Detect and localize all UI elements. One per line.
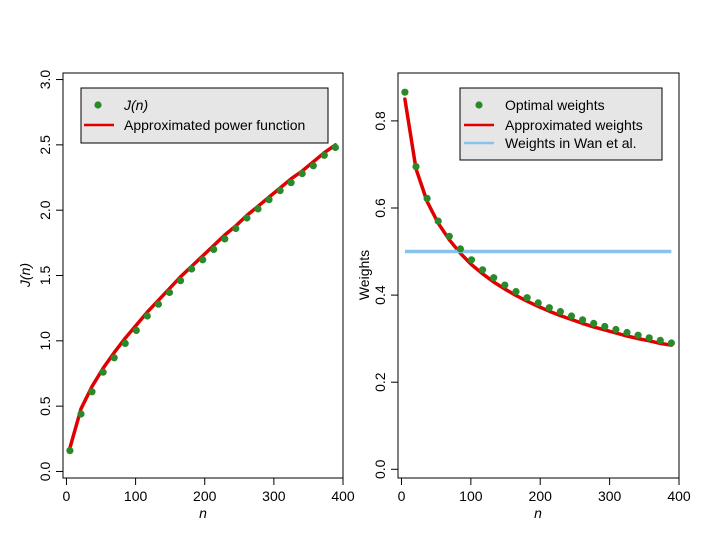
right-data-point xyxy=(423,194,431,202)
right-data-point xyxy=(456,245,464,253)
left-data-point xyxy=(210,245,218,253)
right-data-point xyxy=(467,256,476,264)
right-legend-point-icon xyxy=(475,101,483,109)
right-data-point xyxy=(601,322,609,331)
left-data-point xyxy=(132,326,140,334)
left-data-point xyxy=(165,288,174,297)
right-data-point xyxy=(645,334,653,342)
left-plot-marks xyxy=(66,143,339,455)
left-data-point xyxy=(331,143,339,152)
right-y-tick-label: 0.4 xyxy=(372,285,388,305)
left-y-tick-label: 2.0 xyxy=(37,200,53,220)
left-x-axis-label: n xyxy=(199,505,207,521)
right-legend-label-points: Optimal weights xyxy=(505,97,605,113)
left-y-tick-label: 2.5 xyxy=(37,135,53,155)
right-data-point xyxy=(656,336,664,344)
right-y-tick-label: 0.2 xyxy=(372,372,388,392)
left-data-point xyxy=(287,179,295,187)
right-x-tick-label: 100 xyxy=(459,488,483,504)
right-data-point xyxy=(445,232,453,240)
right-y-axis: 0.0 0.2 0.4 0.6 0.8 xyxy=(372,111,399,479)
right-data-point xyxy=(523,294,531,302)
right-data-point xyxy=(490,274,498,282)
right-y-tick-label: 0.0 xyxy=(372,459,388,479)
left-x-tick-label: 200 xyxy=(193,488,217,504)
left-x-tick-label: 0 xyxy=(63,488,71,504)
left-data-point xyxy=(110,354,118,362)
right-data-point xyxy=(512,288,520,296)
left-data-point xyxy=(276,187,284,195)
right-data-point xyxy=(556,308,565,316)
left-y-axis: 0.0 0.5 1.0 1.5 2.0 2.5 3.0 xyxy=(37,70,64,482)
right-x-tick-label: 300 xyxy=(598,488,622,504)
left-data-point xyxy=(154,300,162,308)
left-y-tick-label: 0.5 xyxy=(37,396,53,416)
left-data-point xyxy=(66,447,74,455)
left-y-tick-label: 1.5 xyxy=(37,266,53,286)
right-chart: 0 100 200 300 400 0.0 0.2 0.4 0.6 0.8 n Weights … xyxy=(356,72,691,521)
right-x-axis-label: n xyxy=(534,505,542,521)
left-data-point xyxy=(77,410,85,418)
left-data-point xyxy=(320,151,328,159)
left-data-point xyxy=(232,224,240,233)
right-legend-label-line: Approximated weights xyxy=(505,117,643,133)
left-legend: J(n) Approximated power function xyxy=(80,87,329,144)
right-data-point xyxy=(612,325,620,334)
right-x-tick-label: 0 xyxy=(398,488,406,504)
left-data-point xyxy=(254,205,262,213)
right-y-tick-label: 0.6 xyxy=(372,198,388,218)
right-x-tick-label: 200 xyxy=(529,488,553,504)
left-data-point xyxy=(221,235,229,243)
right-legend: Optimal weights Approximated weights Wei… xyxy=(459,87,663,161)
right-data-point xyxy=(634,331,642,339)
left-data-point xyxy=(199,256,207,264)
left-legend-box xyxy=(80,87,329,144)
right-data-point xyxy=(623,328,631,337)
left-approx-line xyxy=(68,143,338,450)
left-y-tick-label: 1.0 xyxy=(37,331,53,351)
left-data-point xyxy=(309,162,317,170)
right-data-point xyxy=(479,266,487,274)
right-data-point xyxy=(412,163,420,171)
left-x-axis: 0 100 200 300 400 xyxy=(63,477,355,504)
left-data-point xyxy=(243,214,251,222)
left-data-point xyxy=(176,277,185,285)
right-data-point xyxy=(401,88,409,96)
left-chart: 0 100 200 300 400 0.0 0.5 1.0 1.5 2.0 2.5 3.0 n J(… xyxy=(17,70,355,521)
right-data-point xyxy=(567,312,576,320)
left-data-point xyxy=(143,312,151,320)
left-x-tick-label: 100 xyxy=(124,488,148,504)
left-x-tick-label: 400 xyxy=(331,488,355,504)
left-x-tick-label: 300 xyxy=(262,488,286,504)
left-data-point xyxy=(265,196,273,204)
right-data-point xyxy=(667,339,676,347)
right-data-point xyxy=(501,281,509,289)
right-data-point xyxy=(579,316,587,324)
right-data-point xyxy=(534,299,542,307)
left-data-point xyxy=(298,170,306,178)
left-legend-label-points: J(n) xyxy=(123,97,148,113)
right-legend-label-wan: Weights in Wan et al. xyxy=(505,135,637,151)
left-legend-point-icon xyxy=(94,101,102,109)
left-y-tick-label: 0.0 xyxy=(37,462,53,482)
left-y-axis-label: J(n) xyxy=(17,263,33,288)
right-data-point xyxy=(590,319,598,327)
left-data-point xyxy=(99,368,107,376)
right-y-axis-label: Weights xyxy=(356,250,372,300)
right-data-point xyxy=(545,304,553,312)
right-x-axis: 0 100 200 300 400 xyxy=(398,477,691,504)
left-legend-label-line: Approximated power function xyxy=(124,117,305,133)
right-data-point xyxy=(434,217,442,225)
right-plot-marks xyxy=(401,88,676,347)
left-data-point xyxy=(88,388,96,396)
left-data-point xyxy=(188,265,196,273)
right-y-tick-label: 0.8 xyxy=(372,111,388,131)
right-x-tick-label: 400 xyxy=(667,488,691,504)
left-y-tick-label: 3.0 xyxy=(37,70,53,90)
left-data-point xyxy=(121,339,129,347)
